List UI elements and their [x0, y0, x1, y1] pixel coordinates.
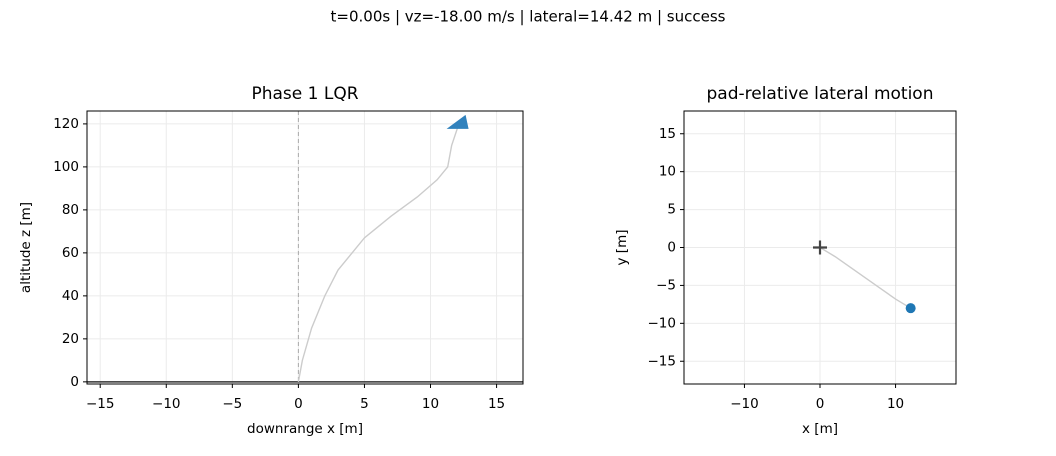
trajectory — [297, 121, 461, 382]
x-axis-label: x [m] — [802, 421, 838, 437]
x-tick-label: 15 — [488, 396, 505, 412]
position-marker — [905, 303, 916, 314]
y-tick-label: 20 — [62, 331, 79, 347]
y-tick-label: 10 — [659, 164, 676, 180]
axes-title: Phase 1 LQR — [251, 84, 358, 104]
pad-marker — [813, 240, 827, 255]
x-tick-label: 0 — [816, 396, 825, 412]
x-tick-label: 0 — [294, 396, 303, 412]
x-tick-label: −15 — [86, 396, 115, 412]
y-tick-label: 80 — [62, 202, 79, 218]
y-tick-label: 120 — [53, 116, 79, 132]
x-tick-label: 5 — [360, 396, 369, 412]
y-tick-label: 60 — [62, 245, 79, 261]
x-axis-label: downrange x [m] — [247, 421, 363, 437]
x-tick-label: −10 — [152, 396, 181, 412]
suptitle: t=0.00s | vz=-18.00 m/s | lateral=14.42 … — [331, 8, 726, 26]
y-tick-label: 40 — [62, 288, 79, 304]
axes-frame — [683, 110, 957, 385]
y-axis-label: y [m] — [614, 230, 630, 266]
rocket-marker — [446, 114, 469, 129]
x-tick-label: −10 — [730, 396, 759, 412]
x-tick-label: −5 — [222, 396, 242, 412]
y-axis-label: altitude z [m] — [18, 202, 34, 293]
axes-title: pad-relative lateral motion — [707, 84, 934, 104]
x-tick-label: 10 — [422, 396, 439, 412]
trajectory — [819, 246, 912, 309]
y-tick-label: 0 — [667, 240, 676, 256]
x-tick-label: 10 — [887, 396, 904, 412]
y-tick-label: 15 — [659, 126, 676, 142]
axes-frame — [86, 110, 524, 385]
y-tick-label: −10 — [648, 315, 677, 331]
y-tick-label: −5 — [656, 277, 676, 293]
y-tick-label: 100 — [53, 159, 79, 175]
y-tick-label: −15 — [648, 353, 677, 369]
y-tick-label: 0 — [70, 374, 79, 390]
y-tick-label: 5 — [667, 202, 676, 218]
